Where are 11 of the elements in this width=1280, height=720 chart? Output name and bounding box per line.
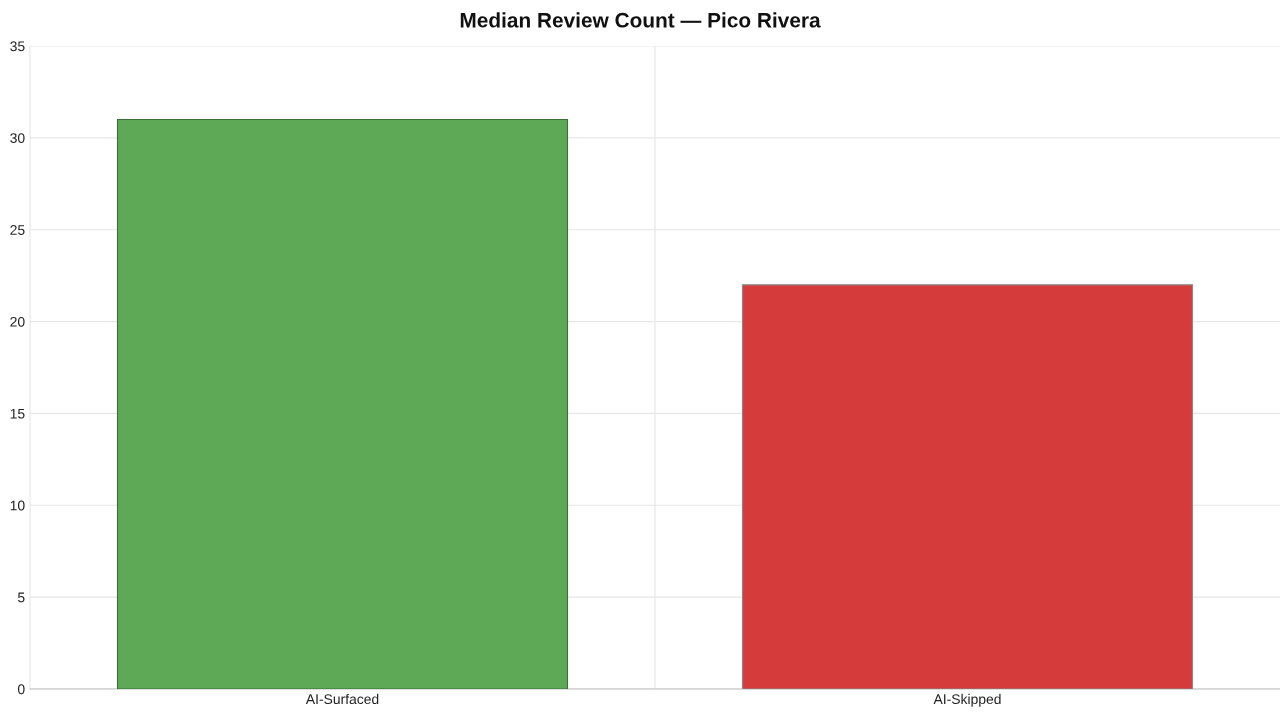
y-tick-label: 30	[10, 133, 25, 144]
y-tick-label: 10	[10, 500, 25, 511]
y-tick-label: 0	[17, 684, 25, 695]
x-tick-label: AI-Skipped	[933, 693, 1001, 707]
y-tick-label: 5	[17, 592, 25, 603]
chart-title: Median Review Count — Pico Rivera	[460, 12, 821, 28]
y-tick-label: 25	[10, 225, 25, 235]
y-tick-label: 35	[10, 41, 25, 52]
y-tick-label: 20	[10, 316, 25, 327]
x-tick-label: AI-Surfaced	[305, 693, 379, 705]
y-tick-label: 15	[10, 408, 25, 419]
